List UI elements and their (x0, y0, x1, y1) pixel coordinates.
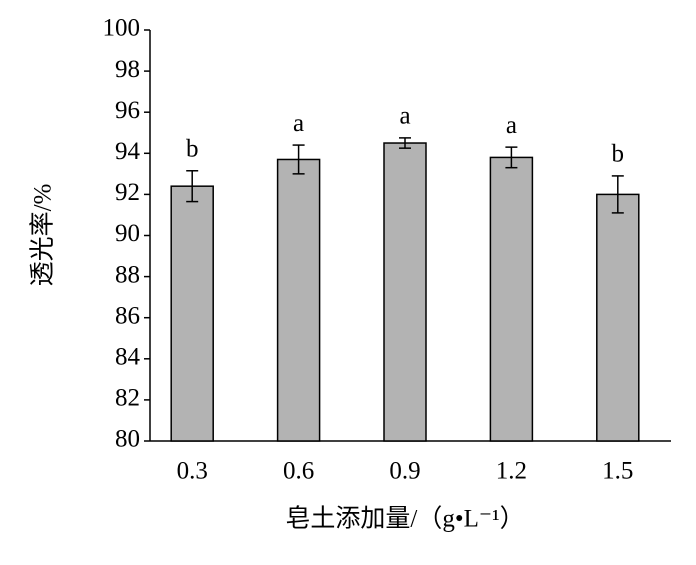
x-tick-label: 0.3 (177, 458, 208, 485)
bar (489, 156, 534, 442)
y-axis-label: 透光率/% (29, 184, 57, 287)
y-tick-label: 94 (115, 138, 141, 165)
y-tick-label: 96 (115, 97, 140, 124)
bar (596, 193, 640, 442)
y-tick-label: 90 (115, 220, 140, 247)
error-bar (505, 146, 518, 169)
y-tick-label: 80 (115, 426, 140, 453)
x-tick-label: 1.5 (602, 458, 633, 485)
y-tick-label: 82 (115, 385, 140, 412)
y-tick-label: 92 (115, 179, 140, 206)
error-bar (399, 137, 411, 149)
significance-label: a (506, 112, 517, 139)
significance-label: b (612, 141, 625, 168)
x-tick-label: 0.9 (389, 458, 420, 485)
significance-label: b (186, 136, 199, 163)
x-axis-label: 皂土添加量/（g•L⁻¹） (285, 505, 524, 533)
y-tick-label: 98 (115, 56, 140, 83)
y-tick-label: 100 (103, 15, 141, 42)
error-bar (611, 175, 624, 214)
x-tick-label: 0.6 (283, 458, 314, 485)
error-bar (186, 170, 199, 203)
x-tick-label: 1.2 (496, 458, 527, 485)
y-tick-label: 86 (115, 302, 140, 329)
significance-label: a (293, 110, 304, 137)
y-tick-label: 88 (115, 261, 140, 288)
bar (170, 185, 214, 442)
error-bar (292, 144, 305, 175)
bar (383, 142, 427, 442)
y-tick-label: 84 (115, 344, 141, 371)
significance-label: a (399, 103, 410, 130)
bar (276, 158, 321, 442)
